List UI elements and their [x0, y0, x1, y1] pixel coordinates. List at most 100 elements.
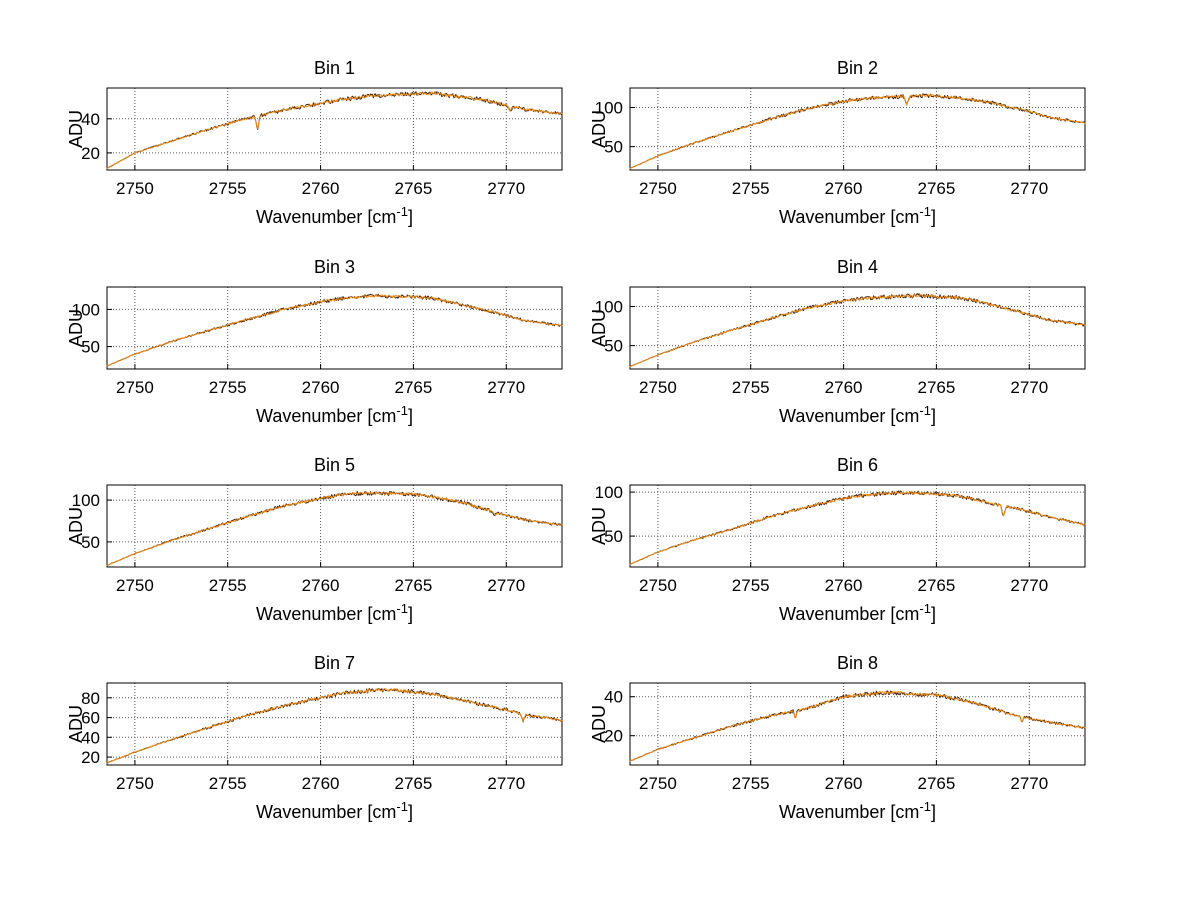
- y-tick-label: 80: [81, 689, 100, 708]
- trace-primary: [106, 91, 563, 169]
- subplot-bin-1: Bin 1 ADU 2750 2755 2760 2765 2770 20 40 Waven…: [40, 56, 600, 244]
- trace-primary: [106, 688, 563, 764]
- y-tick-label: 50: [81, 533, 100, 552]
- y-tick-label: 100: [72, 300, 100, 319]
- x-tick-label: 2750: [116, 378, 154, 397]
- x-axis-label-close: ]: [407, 604, 413, 624]
- chart-title: Bin 2: [836, 58, 879, 78]
- x-axis-label-close: ]: [407, 207, 413, 227]
- subplot-bin-4: Bin 4 ADU 2750 2755 2760 2765 2770 50 100 Wave…: [563, 255, 1123, 443]
- axes-box: [106, 286, 563, 370]
- x-axis-label: Wavenumber [cm-1]: [107, 601, 562, 625]
- y-tick-label: 100: [72, 491, 100, 510]
- chart-title: Bin 1: [313, 58, 356, 78]
- x-tick-label: 2765: [394, 378, 432, 397]
- x-tick-label: 2760: [302, 378, 340, 397]
- chart-title: Bin 7: [313, 653, 356, 673]
- y-tick-label: 50: [604, 138, 623, 157]
- x-tick-label: 2760: [302, 179, 340, 198]
- x-tick-label: 2755: [732, 179, 770, 198]
- y-tick-label: 40: [604, 688, 623, 707]
- x-axis-label-superscript: -1: [919, 204, 931, 219]
- x-tick-label: 2760: [825, 576, 863, 595]
- axes-box: [106, 682, 563, 766]
- x-axis-label: Wavenumber [cm-1]: [630, 799, 1085, 823]
- x-axis-label-text: Wavenumber [cm: [256, 802, 397, 822]
- y-tick-label: 50: [604, 527, 623, 546]
- x-axis-label-close: ]: [407, 802, 413, 822]
- x-axis-label-superscript: -1: [396, 799, 408, 814]
- y-tick-label: 60: [81, 709, 100, 728]
- x-tick-label: 2760: [302, 774, 340, 793]
- axes-box: [629, 87, 1086, 171]
- x-tick-label: 2765: [917, 179, 955, 198]
- x-tick-label: 2770: [487, 179, 525, 198]
- x-axis-label-superscript: -1: [919, 799, 931, 814]
- trace-primary: [629, 690, 1086, 762]
- chart-title: Bin 3: [313, 257, 356, 277]
- plot-area: 2750 2755 2760 2765 2770 20 40: [81, 87, 563, 198]
- plot-area: 2750 2755 2760 2765 2770 50 100: [72, 484, 563, 595]
- x-tick-label: 2755: [209, 774, 247, 793]
- x-tick-label: 2755: [732, 576, 770, 595]
- x-axis-label: Wavenumber [cm-1]: [630, 204, 1085, 228]
- x-axis-label-close: ]: [407, 406, 413, 426]
- trace-primary: [629, 293, 1086, 368]
- y-tick-label: 20: [604, 727, 623, 746]
- x-tick-label: 2770: [1010, 576, 1048, 595]
- x-tick-label: 2755: [732, 774, 770, 793]
- axes-box: [106, 87, 563, 171]
- x-axis-label-text: Wavenumber [cm: [779, 802, 920, 822]
- x-axis-label-superscript: -1: [396, 204, 408, 219]
- x-axis-label: Wavenumber [cm-1]: [107, 204, 562, 228]
- subplot-bin-2: Bin 2 ADU 2750 2755 2760 2765 2770 50 100 Wave…: [563, 56, 1123, 244]
- x-tick-label: 2770: [487, 576, 525, 595]
- x-tick-label: 2765: [917, 774, 955, 793]
- x-tick-label: 2770: [487, 774, 525, 793]
- x-tick-label: 2770: [1010, 378, 1048, 397]
- axes-box: [629, 484, 1086, 568]
- subplot-bin-6: Bin 6 ADU 2750 2755 2760 2765 2770 50 100 Wave…: [563, 453, 1123, 641]
- y-tick-label: 20: [81, 748, 100, 767]
- y-tick-label: 40: [81, 728, 100, 747]
- trace-secondary: [106, 490, 563, 566]
- x-axis-label: Wavenumber [cm-1]: [107, 799, 562, 823]
- axes-box: [106, 484, 563, 568]
- trace-primary: [106, 294, 563, 367]
- x-axis-label-close: ]: [930, 802, 936, 822]
- y-tick-label: 50: [604, 337, 623, 356]
- x-axis-label-text: Wavenumber [cm: [256, 406, 397, 426]
- x-axis-label: Wavenumber [cm-1]: [630, 601, 1085, 625]
- axes-box: [629, 286, 1086, 370]
- trace-secondary: [106, 688, 563, 764]
- x-tick-label: 2750: [639, 774, 677, 793]
- trace-primary: [629, 491, 1086, 565]
- x-axis-label-close: ]: [930, 604, 936, 624]
- x-axis-label: Wavenumber [cm-1]: [107, 403, 562, 427]
- x-axis-label: Wavenumber [cm-1]: [630, 403, 1085, 427]
- x-tick-label: 2750: [116, 576, 154, 595]
- x-axis-label-superscript: -1: [919, 403, 931, 418]
- x-axis-label-text: Wavenumber [cm: [256, 604, 397, 624]
- x-axis-label-superscript: -1: [396, 403, 408, 418]
- trace-secondary: [629, 690, 1086, 762]
- x-tick-label: 2750: [639, 179, 677, 198]
- x-tick-label: 2765: [917, 378, 955, 397]
- trace-secondary: [106, 293, 563, 367]
- x-tick-label: 2770: [1010, 774, 1048, 793]
- plot-area: 2750 2755 2760 2765 2770 50 100: [72, 286, 563, 397]
- plot-area: 2750 2755 2760 2765 2770 50 100: [595, 286, 1086, 397]
- y-tick-label: 50: [81, 338, 100, 357]
- trace-primary: [106, 491, 563, 566]
- x-tick-label: 2770: [487, 378, 525, 397]
- y-tick-label: 100: [595, 483, 623, 502]
- x-axis-label-superscript: -1: [919, 601, 931, 616]
- x-tick-label: 2750: [639, 378, 677, 397]
- x-axis-label-close: ]: [930, 207, 936, 227]
- subplot-bin-5: Bin 5 ADU 2750 2755 2760 2765 2770 50 100 Wave…: [40, 453, 600, 641]
- trace-secondary: [629, 490, 1086, 565]
- plot-area: 2750 2755 2760 2765 2770 20 40: [604, 682, 1086, 793]
- x-tick-label: 2760: [302, 576, 340, 595]
- chart-title: Bin 8: [836, 653, 879, 673]
